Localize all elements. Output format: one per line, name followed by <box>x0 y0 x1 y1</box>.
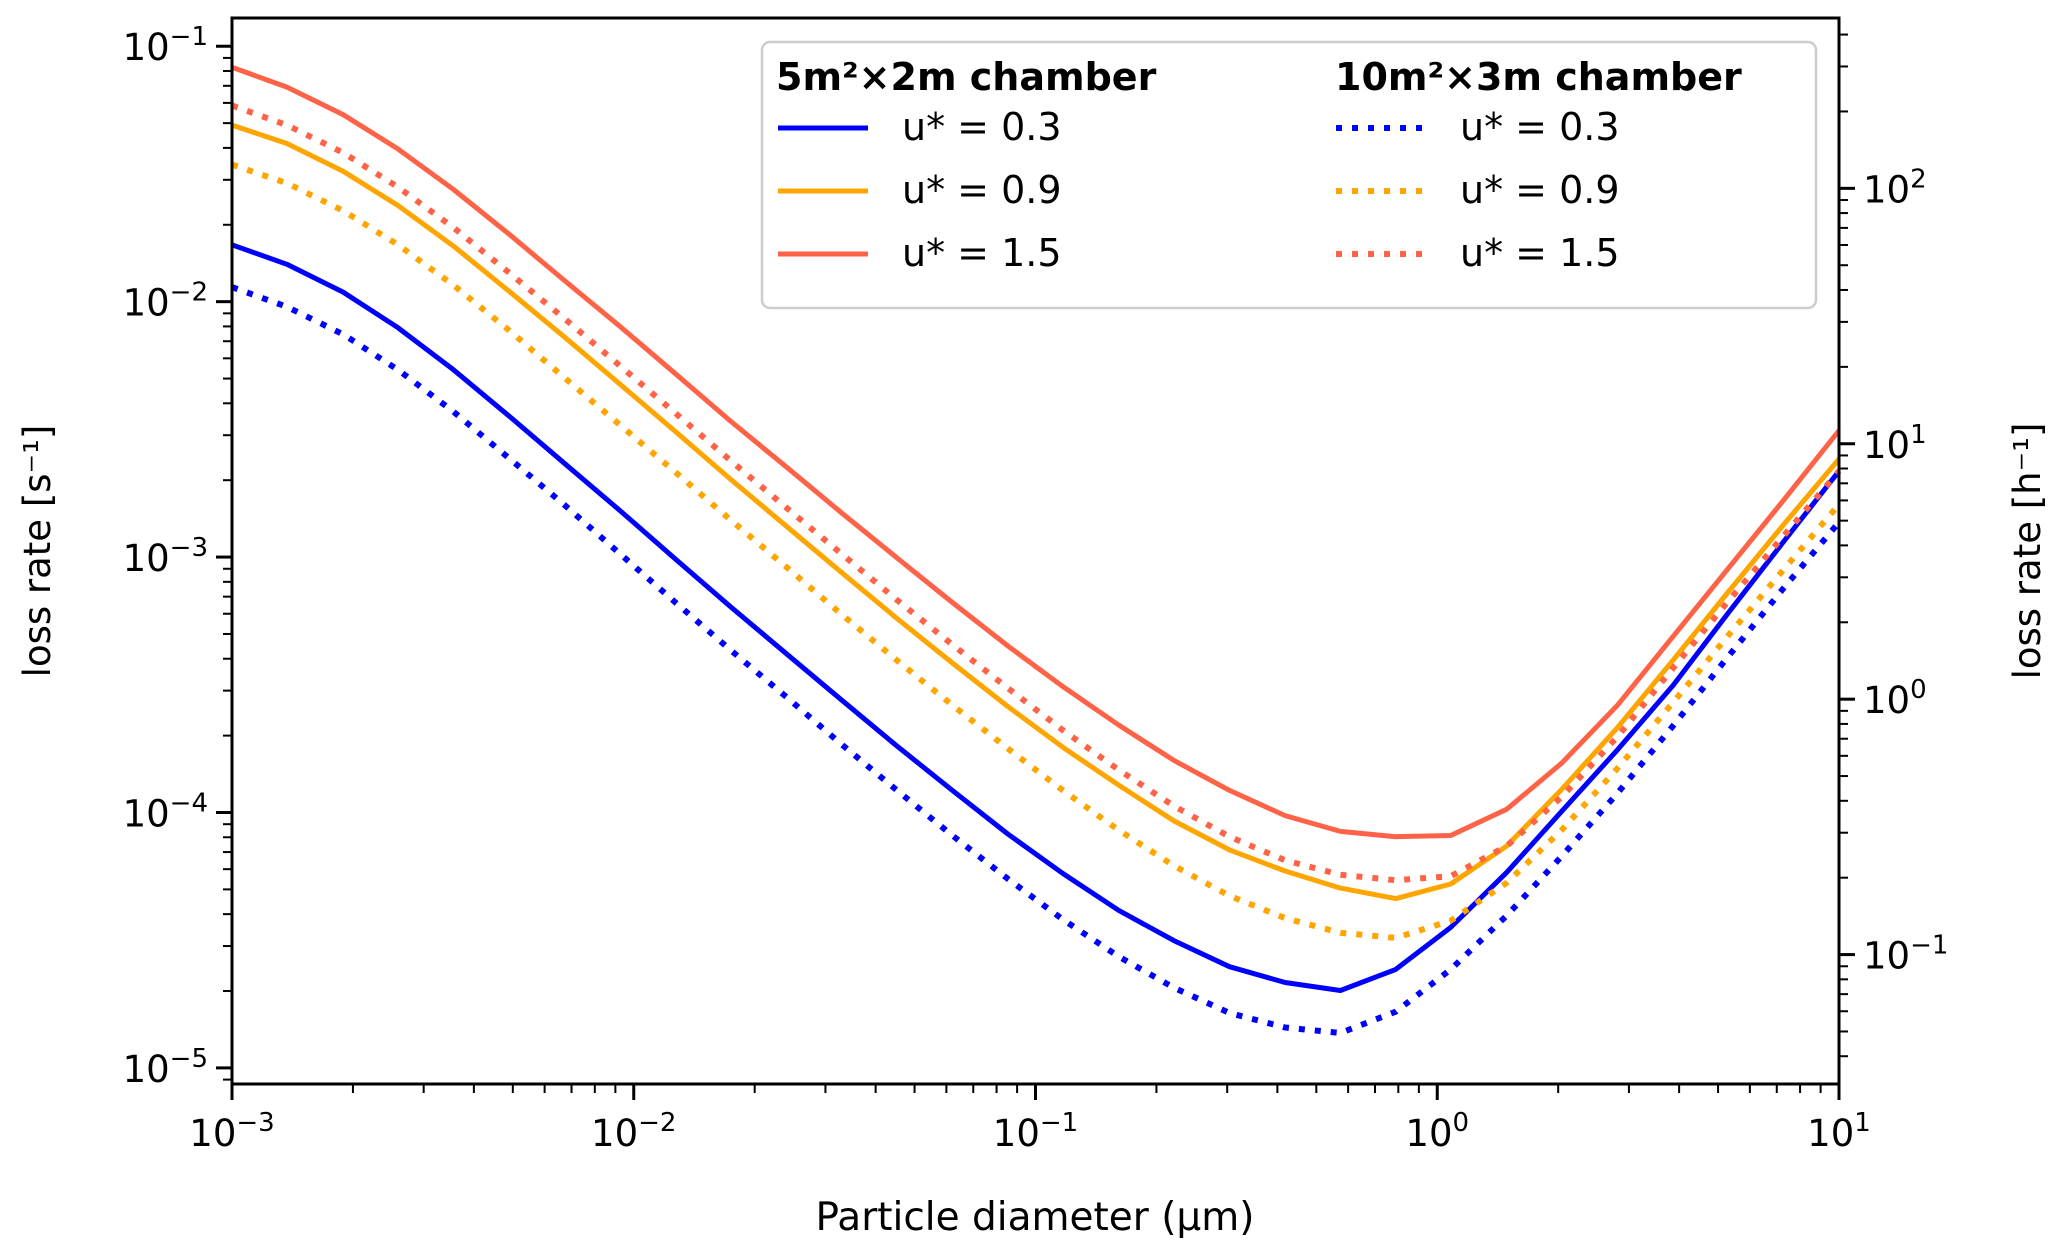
series-line-large-chamber-15 <box>230 102 1842 884</box>
legend-label: u* = 0.9 <box>902 168 1062 212</box>
x-axis-title: Particle diameter (μm) <box>816 1195 1255 1240</box>
y-left-tick-label: 10−2 <box>123 278 208 325</box>
y-right-tick-label: 102 <box>1863 164 1927 211</box>
y-axis-title-left: loss rate [s⁻¹] <box>16 425 59 678</box>
y-right-tick-label: 101 <box>1863 420 1927 467</box>
legend-box <box>760 40 1818 310</box>
x-tick-label: 10−3 <box>189 1108 274 1155</box>
series-line-small-chamber-09 <box>231 122 1841 902</box>
y-left-tick-label: 10−5 <box>123 1044 208 1091</box>
legend-label: u* = 1.5 <box>902 231 1062 275</box>
x-tick-label: 100 <box>1405 1108 1469 1155</box>
series-line-large-chamber-03 <box>230 284 1842 1036</box>
legend-entries: u* = 0.3 u* = 0.9 u* = 1.5 u* = 0.3 u* = 0.9… <box>778 105 1620 275</box>
x-tick-label: 10−1 <box>993 1108 1078 1155</box>
series-line-small-chamber-03 <box>231 242 1841 993</box>
legend-group-title-small-chamber: 5m²×2m chamber <box>776 55 1157 99</box>
legend-label: u* = 0.9 <box>1460 168 1620 212</box>
series-line-large-chamber-09 <box>231 161 1842 941</box>
y-left-tick-label: 10−4 <box>123 788 208 835</box>
y-left-tick-label: 10−1 <box>123 22 208 69</box>
ticks-layer: 10−3 10−2 10−1 100 101 10−1 10−2 10−3 10−4 10−5 10… <box>123 22 1949 1155</box>
plot-frame <box>230 16 1841 1086</box>
y-axis-title-right: loss rate [h⁻¹] <box>2006 423 2049 680</box>
legend-group-title-large-chamber: 10m²×3m chamber <box>1335 55 1742 99</box>
legend-label: u* = 0.3 <box>1460 105 1620 149</box>
series-layer <box>230 64 1842 1036</box>
y-right-tick-label: 10−1 <box>1863 931 1948 978</box>
y-left-tick-label: 10−3 <box>123 533 208 580</box>
legend: 5m²×2m chamber 10m²×3m chamber u* = 0.3u… <box>760 40 1818 310</box>
x-tick-label: 10−2 <box>591 1108 676 1155</box>
series-line-small-chamber-15 <box>231 64 1841 840</box>
x-tick-label: 101 <box>1807 1108 1871 1155</box>
y-right-tick-label: 100 <box>1863 675 1927 722</box>
legend-label: u* = 1.5 <box>1460 231 1620 275</box>
legend-label: u* = 0.3 <box>902 105 1062 149</box>
